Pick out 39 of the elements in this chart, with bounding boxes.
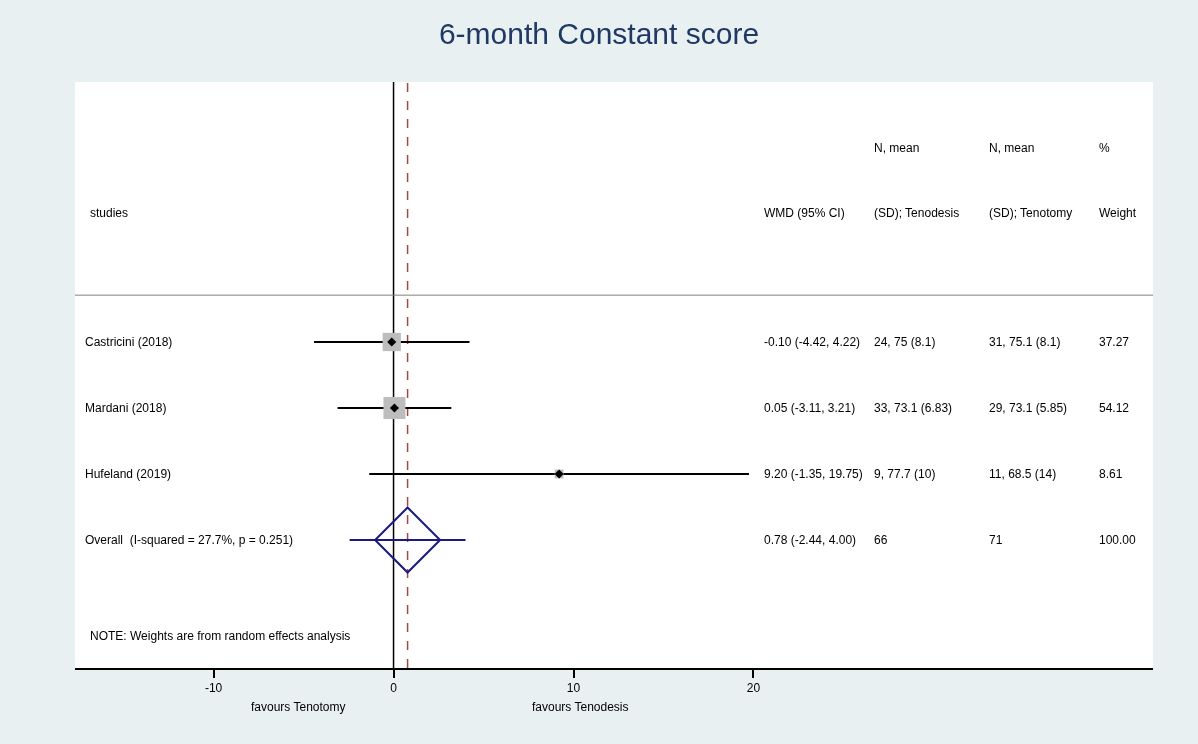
annotation: 9.20 (-1.35, 19.75)	[764, 467, 863, 481]
annotation: 66	[874, 533, 888, 547]
y-tick-label: Mardani (2018)	[85, 401, 167, 415]
annotation: 8.61	[1099, 467, 1123, 481]
annotation: 31, 75.1 (8.1)	[989, 335, 1061, 349]
text: favours Tenotomy	[251, 700, 346, 714]
chart-title: 6-month Constant score	[438, 16, 760, 50]
annotation: 29, 73.1 (5.85)	[989, 401, 1068, 415]
annotation: -0.10 (-4.42, 4.22)	[764, 335, 861, 349]
annotation: 11, 68.5 (14)	[989, 467, 1057, 481]
annotation: 0.78 (-2.44, 4.00)	[764, 533, 857, 547]
x-tick-label: 10	[566, 681, 581, 696]
annotation: 54.12	[1099, 401, 1130, 415]
y-tick-label: Hufeland (2019)	[85, 467, 172, 481]
text: N, mean	[989, 141, 1035, 155]
point	[383, 397, 406, 419]
text: WMD (95% CI)	[764, 206, 845, 220]
text: studies	[90, 206, 129, 220]
annotation: 100.00	[1099, 533, 1137, 547]
annotation: 9, 77.7 (10)	[874, 467, 936, 481]
y-tick-label: Overall (I-squared = 27.7%, p = 0.251)	[85, 533, 294, 547]
y-tick-label: Castricini (2018)	[85, 335, 173, 349]
text: %	[1099, 141, 1110, 155]
annotation: 37.27	[1099, 335, 1130, 349]
x-tick-label: 20	[746, 681, 761, 696]
text: Weight	[1099, 206, 1137, 220]
annotation: 33, 73.1 (6.83)	[874, 401, 953, 415]
x-tick-label: -10	[204, 681, 223, 696]
text: NOTE: Weights are from random effects analysis	[90, 629, 351, 643]
text: favours Tenodesis	[532, 700, 629, 714]
annotation: 0.05 (-3.11, 3.21)	[764, 401, 856, 415]
annotation: 71	[989, 533, 1003, 547]
annotation: 24, 75 (8.1)	[874, 335, 936, 349]
point	[374, 506, 442, 574]
text: N, mean	[874, 141, 920, 155]
x-tick-label: 0	[390, 681, 398, 696]
text: (SD); Tenodesis	[874, 206, 960, 220]
text: (SD); Tenotomy	[989, 206, 1073, 220]
point	[382, 332, 401, 352]
